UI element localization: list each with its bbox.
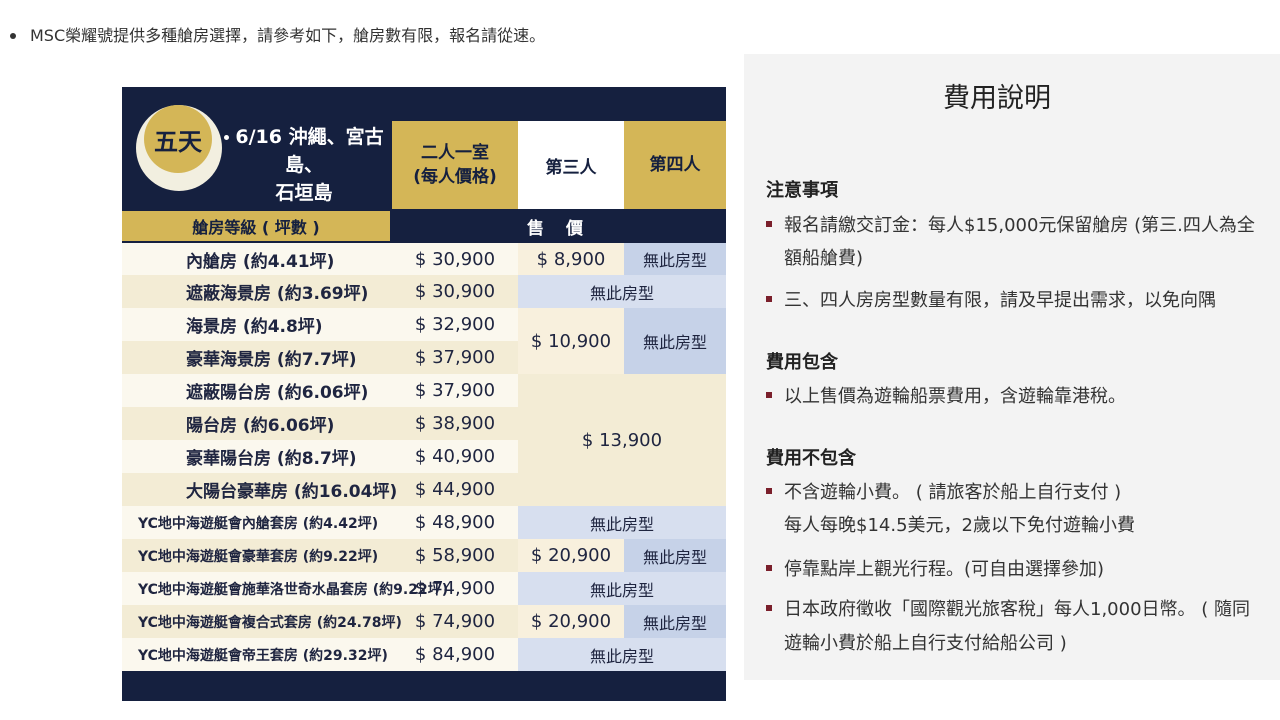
na-fourth: 無此房型: [624, 539, 726, 572]
col-header-third: 第三人: [518, 121, 624, 209]
table-row: YC地中海遊艇會豪華套房 (約9.22坪): [122, 539, 518, 572]
note-item: 報名請繳交訂金：每人$15,000元保留艙房 (第三.四人為全: [766, 209, 1255, 242]
na-third-fourth: 無此房型: [518, 638, 726, 671]
price-table: 五天 6/16 沖繩、宮古島、 石垣島 二人一室 (每人價格) 第三人 第四人 …: [122, 87, 726, 701]
excluded-heading: 費用不包含: [766, 448, 856, 469]
notes-heading: 注意事項: [766, 180, 838, 201]
na-fourth: 無此房型: [624, 308, 726, 374]
table-row: YC地中海遊艇會內艙套房 (約4.42坪): [122, 506, 518, 539]
table-row: YC地中海遊艇會帝王套房 (約29.32坪): [122, 638, 518, 671]
col-header-fourth: 第四人: [624, 121, 726, 209]
intro-text: MSC榮耀號提供多種艙房選擇，請參考如下，艙房數有限，報名請從速。: [30, 26, 546, 45]
included-item: 以上售價為遊輪船票費用，含遊輪靠港稅。: [766, 380, 1126, 413]
excluded-item: 日本政府徵收「國際觀光旅客稅」每人1,000日幣。 ( 隨同: [766, 593, 1250, 626]
itinerary: 6/16 沖繩、宮古島、 石垣島: [214, 123, 394, 207]
price-double: $ 37,900: [414, 347, 496, 368]
na-third-fourth: 無此房型: [518, 506, 726, 539]
price-double: $ 38,900: [414, 413, 496, 434]
excluded-item: 停靠點岸上觀光行程。(可自由選擇參加): [766, 553, 1104, 586]
table-row: YC地中海遊艇會施華洛世奇水晶套房 (約9.22坪): [122, 572, 518, 605]
na-fourth: 無此房型: [624, 605, 726, 638]
price-double: $ 32,900: [414, 314, 496, 335]
price-third: $ 8,900: [518, 243, 624, 275]
square-bullet-icon: [766, 392, 772, 398]
col-double-line1: 二人一室: [421, 143, 489, 163]
price-double: $ 74,900: [414, 611, 496, 632]
price-double: $ 84,900: [414, 644, 496, 665]
price-double: $ 74,900: [414, 578, 496, 599]
itinerary-line2: 石垣島: [275, 182, 333, 204]
price-double: $ 58,900: [414, 545, 496, 566]
na-third-fourth: 無此房型: [518, 275, 726, 308]
included-text: 以上售價為遊輪船票費用，含遊輪靠港稅。: [784, 386, 1126, 407]
table-row: 遮蔽陽台房 (約6.06坪): [122, 374, 518, 407]
intro-line: MSC榮耀號提供多種艙房選擇，請參考如下，艙房數有限，報名請從速。: [8, 22, 545, 50]
days-badge: 五天: [144, 105, 212, 173]
table-row: 豪華陽台房 (約8.7坪): [122, 440, 518, 473]
excluded-text: 日本政府徵收「國際觀光旅客稅」每人1,000日幣。 ( 隨同: [784, 599, 1250, 620]
table-row: 大陽台豪華房 (約16.04坪): [122, 473, 518, 506]
table-row: 豪華海景房 (約7.7坪): [122, 341, 518, 374]
panel-title: 費用說明: [943, 83, 1051, 114]
note-text: 三、四人房房型數量有限，請及早提出需求，以免向隅: [784, 290, 1216, 311]
square-bullet-icon: [766, 565, 772, 571]
note-continued: 額船艙費): [784, 248, 864, 269]
square-bullet-icon: [766, 296, 772, 302]
price-third: $ 20,900: [518, 539, 624, 572]
col-header-double: 二人一室 (每人價格): [392, 121, 518, 209]
bullet-icon: [10, 33, 16, 39]
price-third: $ 10,900: [518, 308, 624, 374]
table-row: 陽台房 (約6.06坪): [122, 407, 518, 440]
price-double: $ 30,900: [414, 248, 496, 270]
table-row: 內艙房 (約4.41坪): [122, 243, 518, 275]
price-double: $ 44,900: [414, 479, 496, 500]
excluded-text: 停靠點岸上觀光行程。(可自由選擇參加): [784, 559, 1105, 580]
note-text: 報名請繳交訂金：每人$15,000元保留艙房 (第三.四人為全: [784, 215, 1255, 236]
table-row: 海景房 (約4.8坪): [122, 308, 518, 341]
fee-info-panel: 費用說明 注意事項 報名請繳交訂金：每人$15,000元保留艙房 (第三.四人為…: [744, 54, 1280, 680]
excluded-continued: 遊輪小費於船上自行支付給船公司 ): [784, 633, 1067, 654]
square-bullet-icon: [766, 488, 772, 494]
na-fourth: 無此房型: [624, 243, 726, 275]
table-row: YC地中海遊艇會複合式套房 (約24.78坪): [122, 605, 518, 638]
table-row: 遮蔽海景房 (約3.69坪): [122, 275, 518, 308]
na-third-fourth: 無此房型: [518, 572, 726, 605]
itinerary-line1: 6/16 沖繩、宮古島、: [235, 126, 384, 176]
price-double: $ 48,900: [414, 512, 496, 533]
col-header-price: 售 價: [392, 211, 726, 241]
col-double-line2: (每人價格): [413, 167, 497, 187]
excluded-text: 不含遊輪小費。 ( 請旅客於船上自行支付 ): [784, 482, 1122, 503]
included-heading: 費用包含: [766, 352, 838, 373]
table-title-block: 五天 6/16 沖繩、宮古島、 石垣島: [122, 87, 390, 209]
price-double: $ 40,900: [414, 446, 496, 467]
excluded-continued: 每人每晚$14.5美元，2歲以下免付遊輪小費: [784, 515, 1135, 536]
price-third-fourth: $ 13,900: [518, 374, 726, 506]
price-third: $ 20,900: [518, 605, 624, 638]
square-bullet-icon: [766, 221, 772, 227]
col-header-cabin: 艙房等級 ( 坪數 ): [122, 211, 390, 241]
excluded-item: 不含遊輪小費。 ( 請旅客於船上自行支付 ): [766, 476, 1121, 509]
note-item: 三、四人房房型數量有限，請及早提出需求，以免向隅: [766, 284, 1216, 317]
square-bullet-icon: [766, 605, 772, 611]
dot-icon: [224, 135, 230, 140]
price-double: $ 30,900: [414, 281, 496, 302]
price-double: $ 37,900: [414, 380, 496, 401]
